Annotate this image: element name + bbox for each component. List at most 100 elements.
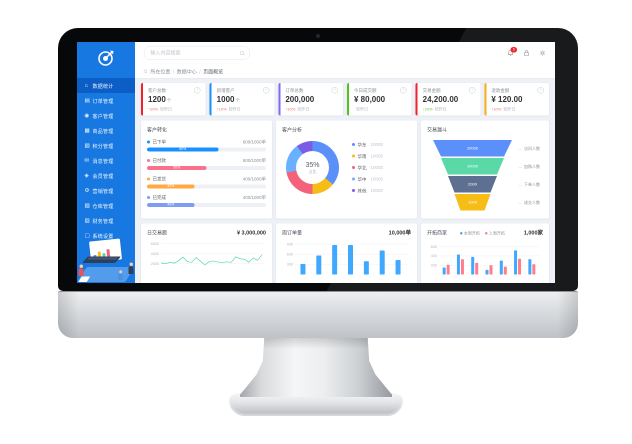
legend-item-1[interactable]: 华南 10000 [352,153,383,160]
svg-text:6000: 6000 [151,242,159,246]
sidebar-item-3[interactable]: ▦ 商品管理 [77,123,135,138]
lock-icon[interactable] [523,50,530,57]
svg-text:2000: 2000 [151,262,159,266]
help-icon[interactable]: ? [468,87,476,94]
sidebar-item-label: 消息管理 [92,158,114,165]
svg-text:400: 400 [431,254,437,258]
bar [300,264,306,275]
home-icon: ⌂ [84,82,88,89]
bar [363,261,369,275]
legend-value: 10000 [370,176,384,182]
kpi-card-value: 24,200.00 [422,95,459,105]
grouped-bar [514,250,518,275]
sidebar-item-label: 商品管理 [92,128,114,135]
conversion-row-0: 已下单 600/1000单 60% [147,139,266,152]
progress-track: 50% [147,166,266,170]
kpi-card-delta: ↓20% 较昨日 [423,107,476,113]
compare-label: 较昨日 [297,107,310,112]
kpi-card-header: 新增客户? [217,87,270,94]
help-icon[interactable]: ? [400,87,407,94]
line-chart: 6000 4000 2000 [151,242,264,266]
sidebar-item-1[interactable]: ▤ 订单管理 [77,93,135,108]
series-dot [147,140,150,144]
legend-dot [352,189,355,192]
panel-title: 交易漏斗 [427,127,447,134]
bar [348,245,353,275]
series-dot [147,158,150,162]
sidebar-item-2[interactable]: ◉ 客户管理 [77,108,135,123]
compare-label: 较昨日 [355,107,368,112]
sidebar-item-4[interactable]: ▧ 积分管理 [77,138,135,153]
legend-dot [352,166,355,169]
progress-fill: 50% [147,166,207,170]
gear-icon[interactable] [539,50,546,57]
conversion-row-label: 已下单 [152,139,167,145]
compare-label: 较昨日 [228,107,241,112]
help-icon[interactable]: ? [262,87,270,94]
grouped-bar [499,260,503,275]
bar [395,259,401,275]
search-input[interactable] [149,49,240,57]
goods-icon: ▦ [84,127,90,134]
legend-value: 10000 [370,142,384,147]
breadcrumb-segment[interactable]: 所在位置 [150,69,171,75]
funnel-layer-value: 10000 [466,164,479,169]
legend-dot [459,232,463,235]
funnel-chart: 20000 访问人数 10000 加购人数 2000 下单人数 1000 成交人数 [427,140,543,212]
grouped-bar [528,259,532,275]
svg-text:900: 900 [287,242,293,246]
kpi-card-label: 交易金额 [422,88,441,93]
grouped-bar [456,254,460,275]
notification-bell-icon[interactable]: 5 [507,47,517,57]
progress-fill: 60% [147,147,219,152]
svg-text:600: 600 [431,245,437,249]
kpi-card-header: 订单总数? [285,87,338,94]
grouped-bar [460,259,464,275]
breadcrumb-segment: 页面概览 [203,69,224,75]
conversion-row-header: 已下单 600/1000单 [147,139,266,146]
illus-person [78,264,84,276]
kpi-card-value: 1000个 [216,95,240,105]
grouped-legend-item-1[interactable]: 上周开拓 [484,231,505,237]
grouped-bar [489,265,493,275]
svg-text:300: 300 [287,263,293,267]
pie-legend: 华东 10000 华南 10000 华北 10000 华中 10000 其他 10000 [352,141,383,194]
help-icon[interactable]: ? [537,87,544,94]
app-logo[interactable] [77,42,135,74]
kpi-card-value: 200,000 [285,95,315,105]
compare-label: 较昨日 [503,107,516,112]
kpi-card-delta: ↑10% 较昨日 [491,107,544,113]
sidebar-item-10[interactable]: ▢ 系统设置 [77,228,135,243]
kpi-card-2: 订单总数? 200,000 ↑10% 较昨日 [278,83,343,116]
monitor-screen: ⌂ 数据统计 ▤ 订单管理 ◉ 客户管理 ▦ 商品管理 ▧ 积分管理 ✉ 消息管理 ◈ 会员管理 ⚙ 营销管理… [77,42,555,283]
search-icon[interactable] [240,50,245,56]
sidebar-item-8[interactable]: ▨ 仓库管理 [77,198,135,213]
kpi-card-unit: 个 [166,98,172,103]
conversion-row-1: 已付款 500/1000单 50% [147,157,266,170]
sidebar-item-6[interactable]: ◈ 会员管理 [77,168,135,183]
kpi-card-header: 客户总数? [148,87,201,94]
conversion-row-value: 400/1000单 [242,195,266,200]
delta-value: ↑10% [216,107,227,112]
finance-icon: ▥ [84,217,90,224]
line-series [160,254,263,266]
legend-item-3[interactable]: 华中 10000 [352,176,383,183]
sidebar-item-0[interactable]: ⌂ 数据统计 [77,78,135,93]
sidebar-item-5[interactable]: ✉ 消息管理 [77,153,135,168]
panel-title: 日交易额 [147,230,167,237]
help-icon[interactable]: ? [194,87,201,94]
sidebar-item-9[interactable]: ▥ 财务管理 [77,213,135,228]
breadcrumb-segment[interactable]: 数据中心 [176,69,197,75]
sidebar-item-7[interactable]: ⚙ 营销管理 [77,183,135,198]
content-area: 客户总数? 1200个 ↑10% 较昨日 新增客户? 1000个 ↑10% 较昨日 订单总数? 2… [135,78,555,283]
legend-value: 10000 [370,188,384,193]
help-icon[interactable]: ? [331,87,338,94]
grouped-bar [471,256,475,275]
panel-title: 客户转化 [147,127,167,134]
legend-item-2[interactable]: 华北 10000 [352,164,383,171]
grouped-legend-item-0[interactable]: 本周开拓 [459,231,480,237]
legend-item-4[interactable]: 其他 10000 [352,187,383,194]
legend-item-0[interactable]: 华东 10000 [352,141,383,148]
bar [332,245,338,275]
points-icon: ▧ [84,142,90,149]
